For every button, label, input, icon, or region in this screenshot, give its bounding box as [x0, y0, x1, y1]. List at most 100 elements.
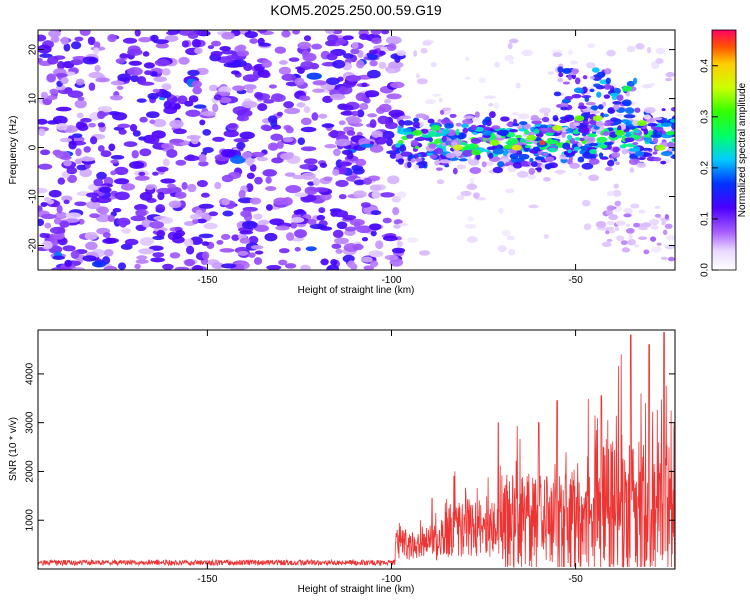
heatmap-cell — [38, 187, 48, 194]
heatmap-cell — [455, 128, 460, 136]
heatmap-cell — [174, 103, 181, 110]
heatmap-cell — [196, 218, 207, 224]
heatmap-cell — [324, 143, 337, 149]
heatmap-cell — [514, 134, 523, 139]
heatmap-cell — [248, 235, 259, 245]
heatmap-cell — [273, 197, 289, 206]
heatmap-cell — [91, 260, 107, 268]
heatmap-cell — [613, 120, 619, 126]
heatmap-cell — [447, 157, 460, 161]
heatmap-cell — [166, 31, 177, 36]
heatmap-cell — [596, 226, 609, 231]
heatmap-cell — [661, 126, 671, 130]
heatmap-cell — [86, 192, 99, 198]
heatmap-cell — [84, 231, 98, 240]
heatmap-cell — [207, 45, 215, 50]
heatmap-cell — [177, 95, 188, 105]
heatmap-cell — [463, 115, 475, 119]
heatmap-cell — [506, 235, 515, 241]
heatmap-cell — [638, 209, 646, 214]
heatmap-cell — [670, 107, 675, 112]
heatmap-cell — [672, 138, 675, 143]
heatmap-cell — [218, 97, 232, 104]
heatmap-cell — [430, 62, 438, 68]
heatmap-cell — [249, 164, 257, 172]
heatmap-cell — [609, 92, 619, 97]
heatmap-cell — [75, 121, 85, 130]
heatmap-cell — [290, 237, 305, 242]
heatmap-cell — [212, 136, 225, 142]
heatmap-cell — [516, 170, 529, 178]
heatmap-cell — [466, 236, 478, 243]
heatmap-cell — [210, 40, 222, 47]
heatmap-cell — [651, 62, 660, 69]
heatmap-cell — [139, 237, 154, 246]
heatmap-cell — [146, 135, 160, 145]
heatmap-cell — [342, 80, 356, 88]
heatmap-cell — [396, 240, 403, 248]
heatmap-cell — [230, 155, 246, 164]
heatmap-cell — [312, 177, 320, 186]
heatmap-cell — [147, 92, 159, 100]
heatmap-cell — [413, 153, 419, 160]
heatmap-cell — [402, 128, 412, 133]
heatmap-cell — [144, 70, 152, 76]
heatmap-cell — [573, 122, 580, 127]
heatmap-cell — [654, 205, 661, 209]
heatmap-cell — [175, 191, 187, 199]
heatmap-cell — [450, 141, 458, 146]
heatmap-cell — [298, 95, 311, 102]
heatmap-cell — [628, 233, 633, 240]
heatmap-cell — [223, 130, 239, 138]
heatmap-cell — [590, 105, 599, 111]
heatmap-cell — [241, 220, 258, 230]
heatmap-cell — [64, 259, 73, 268]
heatmap-cell — [299, 163, 316, 170]
heatmap-cell — [275, 225, 290, 231]
heatmap-cell — [74, 36, 84, 42]
heatmap-cell — [544, 156, 555, 163]
heatmap-cell — [435, 167, 443, 171]
heatmap-cell — [353, 167, 365, 175]
heatmap-cell — [652, 129, 658, 136]
heatmap-cell — [647, 122, 658, 127]
heatmap-cell — [120, 183, 136, 191]
heatmap-cell — [515, 82, 521, 89]
heatmap-cell — [388, 61, 404, 69]
heatmap-cell — [40, 201, 48, 208]
y-tick-label: 20 — [28, 44, 39, 56]
heatmap-cell — [452, 144, 463, 151]
heatmap-cell — [294, 192, 308, 198]
heatmap-cell — [48, 30, 61, 38]
heatmap-cell — [386, 43, 397, 51]
heatmap-cell — [605, 230, 610, 235]
heatmap-cell — [201, 251, 210, 260]
heatmap-cell — [414, 145, 420, 150]
heatmap-cell — [614, 200, 622, 207]
heatmap-cell — [157, 192, 165, 201]
heatmap-cell — [582, 75, 588, 80]
heatmap-cell — [294, 229, 307, 239]
heatmap-cell — [596, 91, 602, 98]
heatmap-cell — [134, 30, 141, 37]
x-tick-label: -100 — [381, 275, 401, 286]
heatmap-cell — [284, 107, 301, 115]
heatmap-cell — [397, 191, 407, 199]
heatmap-cell — [189, 214, 200, 220]
heatmap-cell — [319, 162, 328, 168]
heatmap-cell — [518, 153, 530, 160]
heatmap-cell — [280, 152, 293, 160]
heatmap-cell — [286, 232, 295, 241]
heatmap-cell — [601, 241, 612, 248]
heatmap-cell — [607, 159, 615, 167]
heatmap-cell — [531, 120, 542, 125]
heatmap-cell — [634, 107, 641, 113]
heatmap-cell — [153, 76, 167, 82]
heatmap-cell — [300, 117, 312, 126]
heatmap-cell — [369, 144, 384, 153]
heatmap-cell — [70, 59, 83, 66]
heatmap-cell — [341, 104, 354, 111]
heatmap-cell — [267, 115, 278, 124]
heatmap-cell — [109, 94, 123, 101]
heatmap-cell — [449, 113, 457, 118]
